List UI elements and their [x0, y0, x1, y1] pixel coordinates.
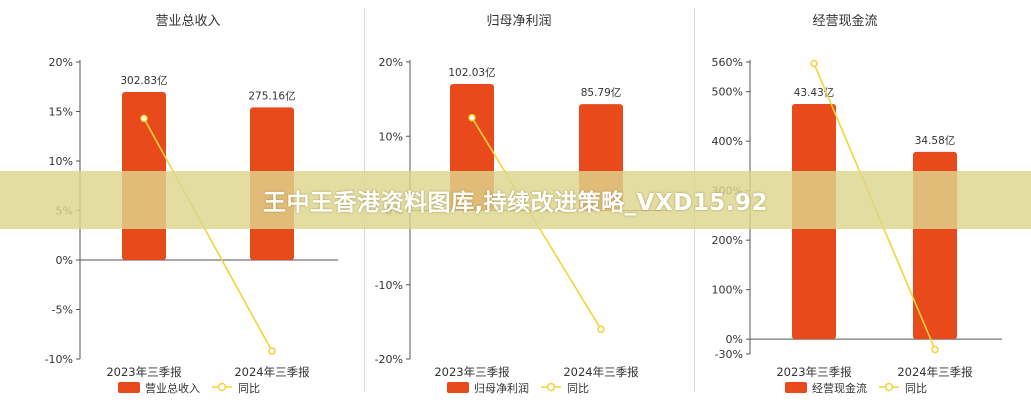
legend-line-marker	[217, 382, 227, 392]
x-tick-label: 2023年三季报	[776, 365, 852, 379]
yoy-point	[931, 345, 939, 354]
y-tick-label: 200%	[712, 234, 743, 247]
y-tick-label: 400%	[712, 135, 743, 148]
legend-bar-swatch	[785, 382, 807, 393]
y-tick-label: -20%	[375, 353, 403, 366]
legend-line-marker	[546, 382, 556, 392]
y-tick-label: -5%	[52, 304, 73, 317]
y-tick-label: -30%	[715, 348, 743, 361]
chart-title: 营业总收入	[155, 14, 220, 29]
chart-title: 经营现金流	[812, 13, 877, 29]
banner-text: 王中王香港资料图库,持续改进策略_VXD15.92	[262, 190, 769, 216]
chart-panel-revenue: 营业总收入20%15%10%5%0%-5%-10%302.83亿275.16亿2…	[0, 0, 363, 400]
x-tick-label: 2024年三季报	[563, 365, 639, 379]
legend-bar-swatch	[447, 382, 469, 393]
legend-bar-swatch	[118, 382, 140, 393]
y-tick-label: -10%	[45, 353, 73, 366]
legend-line-label: 同比	[905, 382, 927, 395]
yoy-point	[140, 114, 148, 123]
yoy-point	[810, 59, 818, 68]
y-tick-label: 10%	[379, 130, 403, 143]
y-tick-label: -10%	[375, 279, 403, 292]
x-tick-label: 2023年三季报	[106, 365, 182, 379]
bar-data-label: 34.58亿	[915, 134, 956, 147]
legend-line-marker	[884, 382, 894, 392]
legend-bar-label: 营业总收入	[145, 381, 200, 395]
yoy-line	[143, 118, 273, 352]
x-tick-label: 2024年三季报	[234, 365, 310, 379]
y-tick-label: 500%	[712, 86, 743, 99]
x-tick-label: 2023年三季报	[434, 365, 510, 379]
y-tick-label: 0%	[56, 254, 73, 267]
bar-data-label: 102.03亿	[448, 66, 495, 79]
yoy-point	[597, 325, 605, 334]
bar-data-label: 302.83亿	[120, 74, 167, 87]
bar-data-label: 85.79亿	[581, 86, 622, 99]
y-tick-label: 10%	[49, 155, 73, 168]
bar-data-label: 275.16亿	[248, 89, 295, 102]
chart-revenue: 营业总收入20%15%10%5%0%-5%-10%302.83亿275.16亿2…	[45, 14, 338, 395]
y-tick-label: 0%	[726, 333, 743, 346]
yoy-point	[468, 113, 476, 122]
watermark-banner: 王中王香港资料图库,持续改进策略_VXD15.92	[0, 171, 1031, 229]
chart-title: 归母净利润	[486, 14, 551, 29]
y-tick-label: 560%	[712, 56, 743, 69]
legend-bar-label: 归母净利润	[474, 381, 529, 395]
legend-bar-label: 经营现金流	[812, 381, 867, 395]
x-tick-label: 2024年三季报	[897, 365, 973, 379]
legend-line-label: 同比	[238, 382, 260, 395]
y-tick-label: 20%	[379, 56, 403, 69]
yoy-point	[268, 347, 276, 355]
legend-line-label: 同比	[567, 382, 589, 395]
y-tick-label: 100%	[712, 284, 743, 297]
y-tick-label: 15%	[49, 106, 73, 119]
y-tick-label: 20%	[49, 56, 73, 69]
